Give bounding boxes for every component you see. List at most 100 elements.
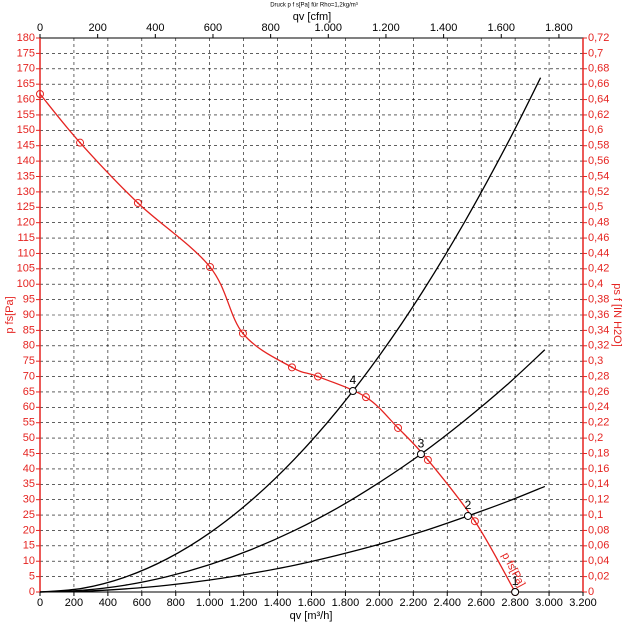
marker [238, 329, 247, 338]
y2-tick-label: 0,24 [588, 401, 609, 413]
y2-tick-label: 0,62 [588, 109, 609, 121]
y2-tick-label: 0,42 [588, 263, 609, 275]
x2-axis-label: qv [cfm] [293, 11, 332, 23]
y2-tick-label: 0,06 [588, 540, 609, 552]
marker-dot [242, 332, 244, 335]
x2-tick-label: 1.200 [372, 22, 400, 34]
operating-point [416, 450, 425, 459]
marker [76, 138, 85, 147]
x2-tick-label: 200 [88, 22, 106, 34]
operating-point [511, 588, 520, 596]
y2-tick-label: 0,16 [588, 463, 609, 475]
y-tick-label: 180 [17, 32, 35, 44]
marker-dot [474, 520, 476, 523]
x-tick-label: 1.200 [230, 597, 258, 609]
y2-tick-label: 0,12 [588, 494, 609, 506]
y-tick-label: 75 [23, 355, 35, 367]
chart-title: Druck p f s[Pa] für Rho=1,2kg/m³ [270, 3, 358, 9]
marker-dot [365, 396, 367, 399]
y-tick-label: 70 [23, 370, 35, 382]
y2-tick-label: 0,22 [588, 417, 609, 429]
y-tick-label: 95 [23, 294, 35, 306]
y2-tick-label: 0,34 [588, 324, 609, 336]
x-tick-label: 800 [167, 597, 185, 609]
y-tick-label: 165 [17, 78, 35, 90]
x-tick-label: 200 [65, 597, 83, 609]
y2-tick-label: 0,7 [588, 47, 603, 59]
x-tick-label: 1.400 [264, 597, 292, 609]
marker [423, 455, 432, 464]
marker [287, 363, 296, 372]
x-tick-label: 2.600 [467, 597, 495, 609]
y-tick-label: 100 [17, 278, 35, 290]
x-axis-label: qv [m³/h] [290, 610, 333, 622]
curve [39, 93, 516, 593]
x-tick-label: 3.200 [569, 597, 597, 609]
point-label: 3 [418, 436, 425, 450]
marker [394, 423, 403, 432]
y-tick-label: 135 [17, 170, 35, 182]
operating-point [348, 387, 357, 396]
x-tick-label: 1.000 [196, 597, 224, 609]
y2-tick-label: 0,46 [588, 232, 609, 244]
marker [470, 517, 479, 526]
y2-tick-label: 0,68 [588, 63, 609, 75]
y-tick-label: 10 [23, 555, 35, 567]
y-tick-label: 115 [17, 232, 35, 244]
point-label: 1 [512, 574, 519, 588]
y-axis-label: p fs[Pa] [4, 296, 16, 333]
y2-tick-label: 0,5 [588, 201, 603, 213]
y2-tick-label: 0,38 [588, 294, 609, 306]
x-tick-label: 2.000 [366, 597, 394, 609]
y2-tick-label: 0,48 [588, 217, 609, 229]
y2-tick-label: 0,44 [588, 247, 609, 259]
x2-tick-label: 400 [146, 22, 164, 34]
x2-tick-label: 1.600 [488, 22, 516, 34]
y2-tick-label: 0,08 [588, 524, 609, 536]
y-tick-label: 140 [17, 155, 35, 167]
y2-tick-label: 0,2 [588, 432, 603, 444]
curve [39, 77, 542, 593]
y-tick-label: 85 [23, 324, 35, 336]
y-tick-label: 65 [23, 386, 35, 398]
y2-tick-label: 0,66 [588, 78, 609, 90]
y-tick-label: 50 [23, 432, 35, 444]
x2-tick-label: 1.000 [315, 22, 343, 34]
y2-tick-label: 0,4 [588, 278, 603, 290]
y-tick-label: 150 [17, 124, 35, 136]
y2-tick-label: 0,54 [588, 170, 609, 182]
marker [206, 262, 215, 271]
y2-axis-label: ps f [IN H2O] [611, 283, 623, 347]
x-tick-label: 600 [133, 597, 151, 609]
y2-tick-label: 0,02 [588, 571, 609, 583]
y2-tick-label: 0,52 [588, 186, 609, 198]
point-label: 4 [350, 373, 357, 387]
y2-tick-label: 0,6 [588, 124, 603, 136]
marker [133, 198, 142, 207]
y-tick-label: 60 [23, 401, 35, 413]
marker-dot [317, 375, 319, 378]
x-tick-label: 3.000 [535, 597, 563, 609]
y-tick-label: 80 [23, 340, 35, 352]
x2-tick-label: 0 [37, 22, 43, 34]
marker-dot [291, 366, 293, 369]
y-tick-label: 35 [23, 478, 35, 490]
y2-tick-label: 0,3 [588, 355, 603, 367]
y-tick-label: 145 [17, 140, 35, 152]
x-tick-label: 1.600 [298, 597, 326, 609]
y-tick-label: 40 [23, 463, 35, 475]
y2-tick-label: 0,04 [588, 555, 609, 567]
x-tick-label: 2.200 [400, 597, 428, 609]
y-tick-label: 90 [23, 309, 35, 321]
marker [36, 90, 44, 99]
x-tick-label: 0 [37, 597, 43, 609]
y-tick-label: 0 [29, 586, 35, 598]
y-tick-label: 110 [17, 247, 35, 259]
y-tick-label: 120 [17, 217, 35, 229]
y-tick-label: 20 [23, 524, 35, 536]
marker-dot [79, 141, 81, 144]
y2-tick-label: 0,56 [588, 155, 609, 167]
x2-tick-label: 800 [261, 22, 279, 34]
